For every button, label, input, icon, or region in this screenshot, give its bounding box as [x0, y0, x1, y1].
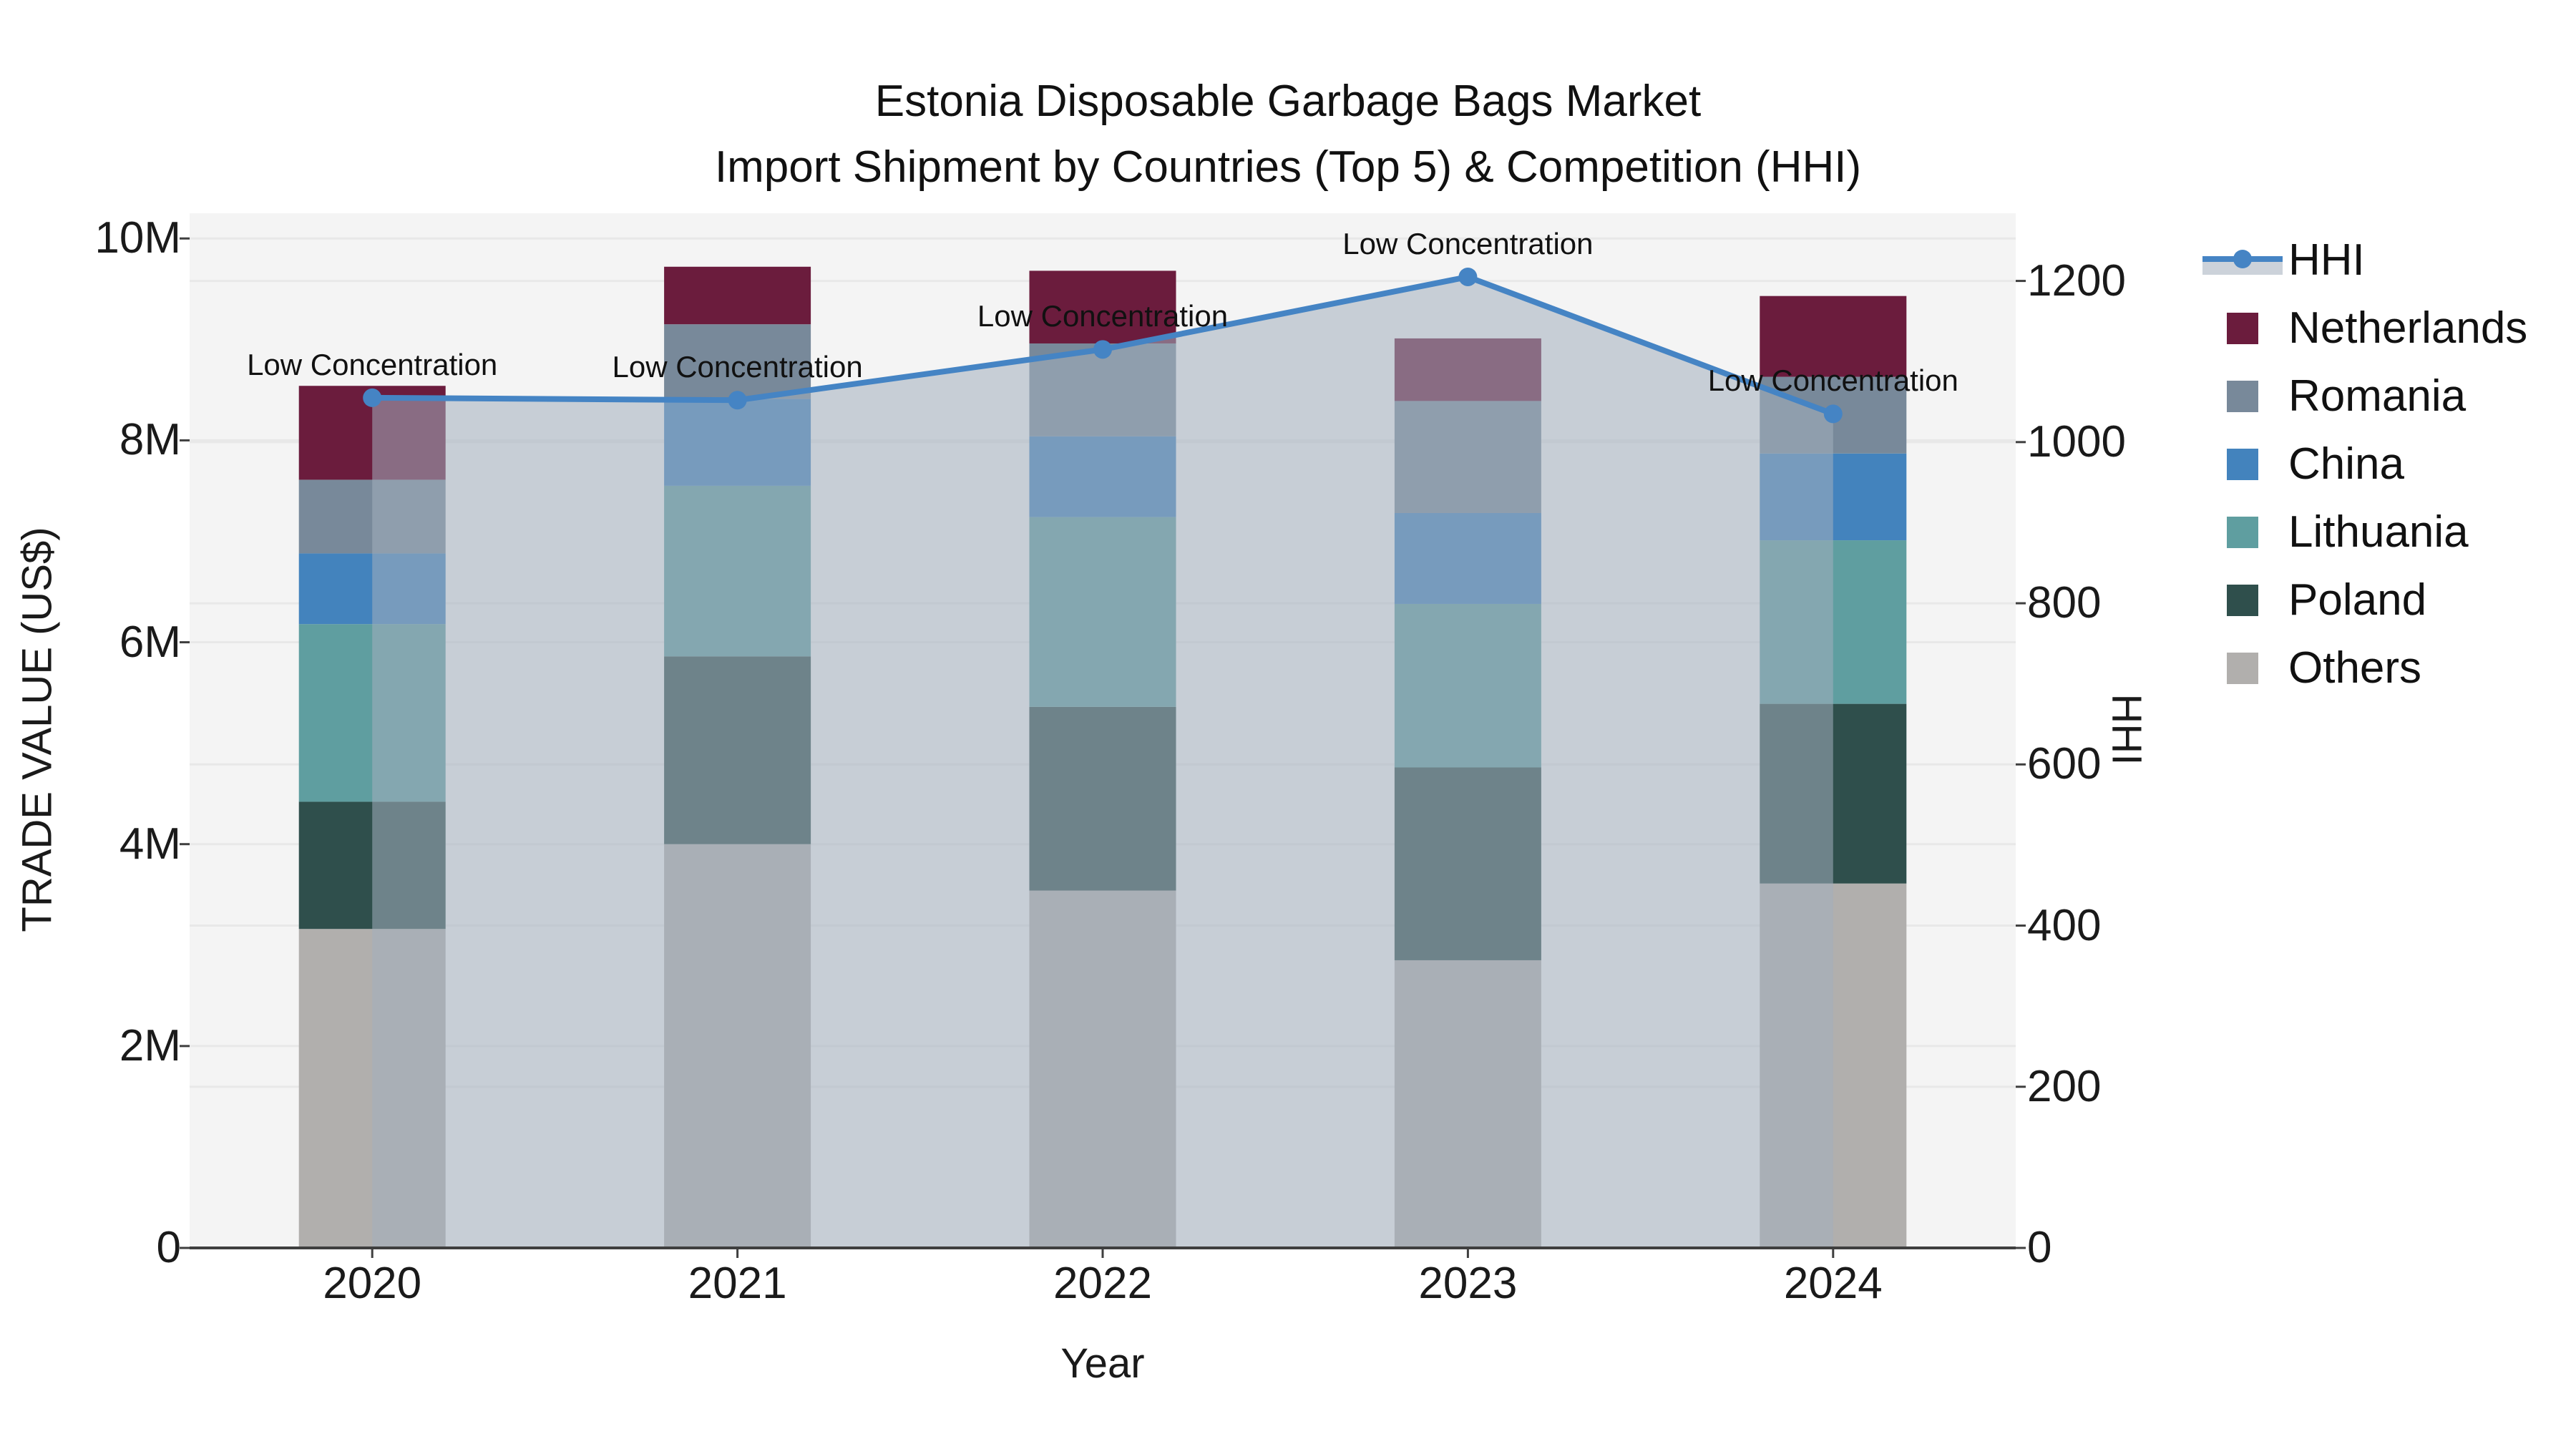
legend-label-netherlands: Netherlands: [2288, 303, 2528, 353]
hhi-marker-2021: [728, 391, 747, 410]
legend-swatch-others: [2227, 653, 2258, 684]
x-tick-2021: 2021: [688, 1259, 787, 1308]
hhi-marker-2020: [363, 388, 382, 407]
legend-line-marker: [2202, 239, 2283, 282]
hhi-marker-2022: [1093, 340, 1112, 359]
bar-segment-netherlands-2021: [664, 266, 811, 325]
legend-swatch-romania: [2227, 381, 2258, 412]
legend-item-others: Others: [2202, 634, 2421, 703]
y-left-tick-6M: 6M: [119, 617, 181, 667]
legend-item-lithuania: Lithuania: [2202, 498, 2469, 567]
legend-label-hhi: HHI: [2288, 235, 2365, 285]
legend-label-others: Others: [2288, 643, 2422, 693]
legend-label-romania: Romania: [2288, 371, 2467, 421]
y-right-tick-1000: 1000: [2027, 416, 2126, 467]
legend-swatch-col: [2202, 653, 2283, 684]
legend-item-romania: Romania: [2202, 362, 2466, 431]
y-left-tick-4M: 4M: [119, 819, 181, 869]
legend-swatch-col: [2202, 381, 2283, 412]
hhi-dot-sample: [2233, 250, 2252, 268]
y-right-tick-600: 600: [2027, 739, 2102, 789]
legend-label-china: China: [2288, 439, 2404, 489]
legend-item-china: China: [2202, 430, 2404, 499]
legend-swatch-netherlands: [2227, 313, 2258, 344]
legend-item-poland: Poland: [2202, 566, 2426, 635]
y-right-tick-400: 400: [2027, 900, 2102, 950]
y-right-tick-200: 200: [2027, 1061, 2102, 1111]
x-tick-2022: 2022: [1053, 1259, 1152, 1308]
hhi-marker-2024: [1823, 404, 1843, 424]
bar-segment-netherlands-2022: [1029, 270, 1176, 343]
x-tick-2023: 2023: [1418, 1259, 1518, 1308]
legend-swatch-col: [2202, 313, 2283, 344]
legend-swatch-col: [2202, 517, 2283, 548]
legend-swatch-col: [2202, 585, 2283, 616]
hhi-area-fill: [372, 276, 1833, 1248]
hhi-line-sample-icon: [2202, 239, 2283, 282]
y-left-tick-2M: 2M: [119, 1020, 181, 1070]
legend-label-lithuania: Lithuania: [2288, 507, 2469, 557]
x-tick-2024: 2024: [1783, 1259, 1883, 1308]
annotation-2020: Low Concentration: [247, 347, 498, 381]
y-axis-left-title: TRADE VALUE (US$): [14, 527, 61, 932]
annotation-2022: Low Concentration: [977, 299, 1229, 333]
y-left-tick-10M: 10M: [94, 213, 181, 263]
x-tick-2020: 2020: [323, 1259, 422, 1308]
x-axis-title: Year: [1060, 1340, 1145, 1387]
legend-swatch-lithuania: [2227, 517, 2258, 548]
annotation-2021: Low Concentration: [612, 350, 863, 384]
y-right-tick-1200: 1200: [2027, 255, 2126, 306]
annotation-2024: Low Concentration: [1707, 364, 1958, 398]
legend-swatch-china: [2227, 449, 2258, 480]
y-left-tick-8M: 8M: [119, 415, 181, 465]
legend-label-poland: Poland: [2288, 575, 2427, 625]
y-axis-right-title: HHI: [2103, 693, 2150, 766]
y-right-tick-0: 0: [2027, 1223, 2052, 1272]
bar-segment-netherlands-2024: [1760, 296, 1907, 377]
legend-item-hhi: HHI: [2202, 226, 2365, 295]
bar-segment-romania-2021: [664, 324, 811, 399]
y-left-tick-0: 0: [156, 1223, 181, 1272]
hhi-marker-2023: [1458, 267, 1478, 286]
chart-title-line2: Import Shipment by Countries (Top 5) & C…: [714, 142, 1862, 192]
annotation-2023: Low Concentration: [1342, 226, 1594, 260]
legend-swatch-col: [2202, 449, 2283, 480]
legend-item-netherlands: Netherlands: [2202, 294, 2527, 363]
chart-title-line1: Estonia Disposable Garbage Bags Market: [874, 77, 1702, 126]
legend-swatch-poland: [2227, 585, 2258, 616]
y-right-tick-800: 800: [2027, 578, 2102, 628]
